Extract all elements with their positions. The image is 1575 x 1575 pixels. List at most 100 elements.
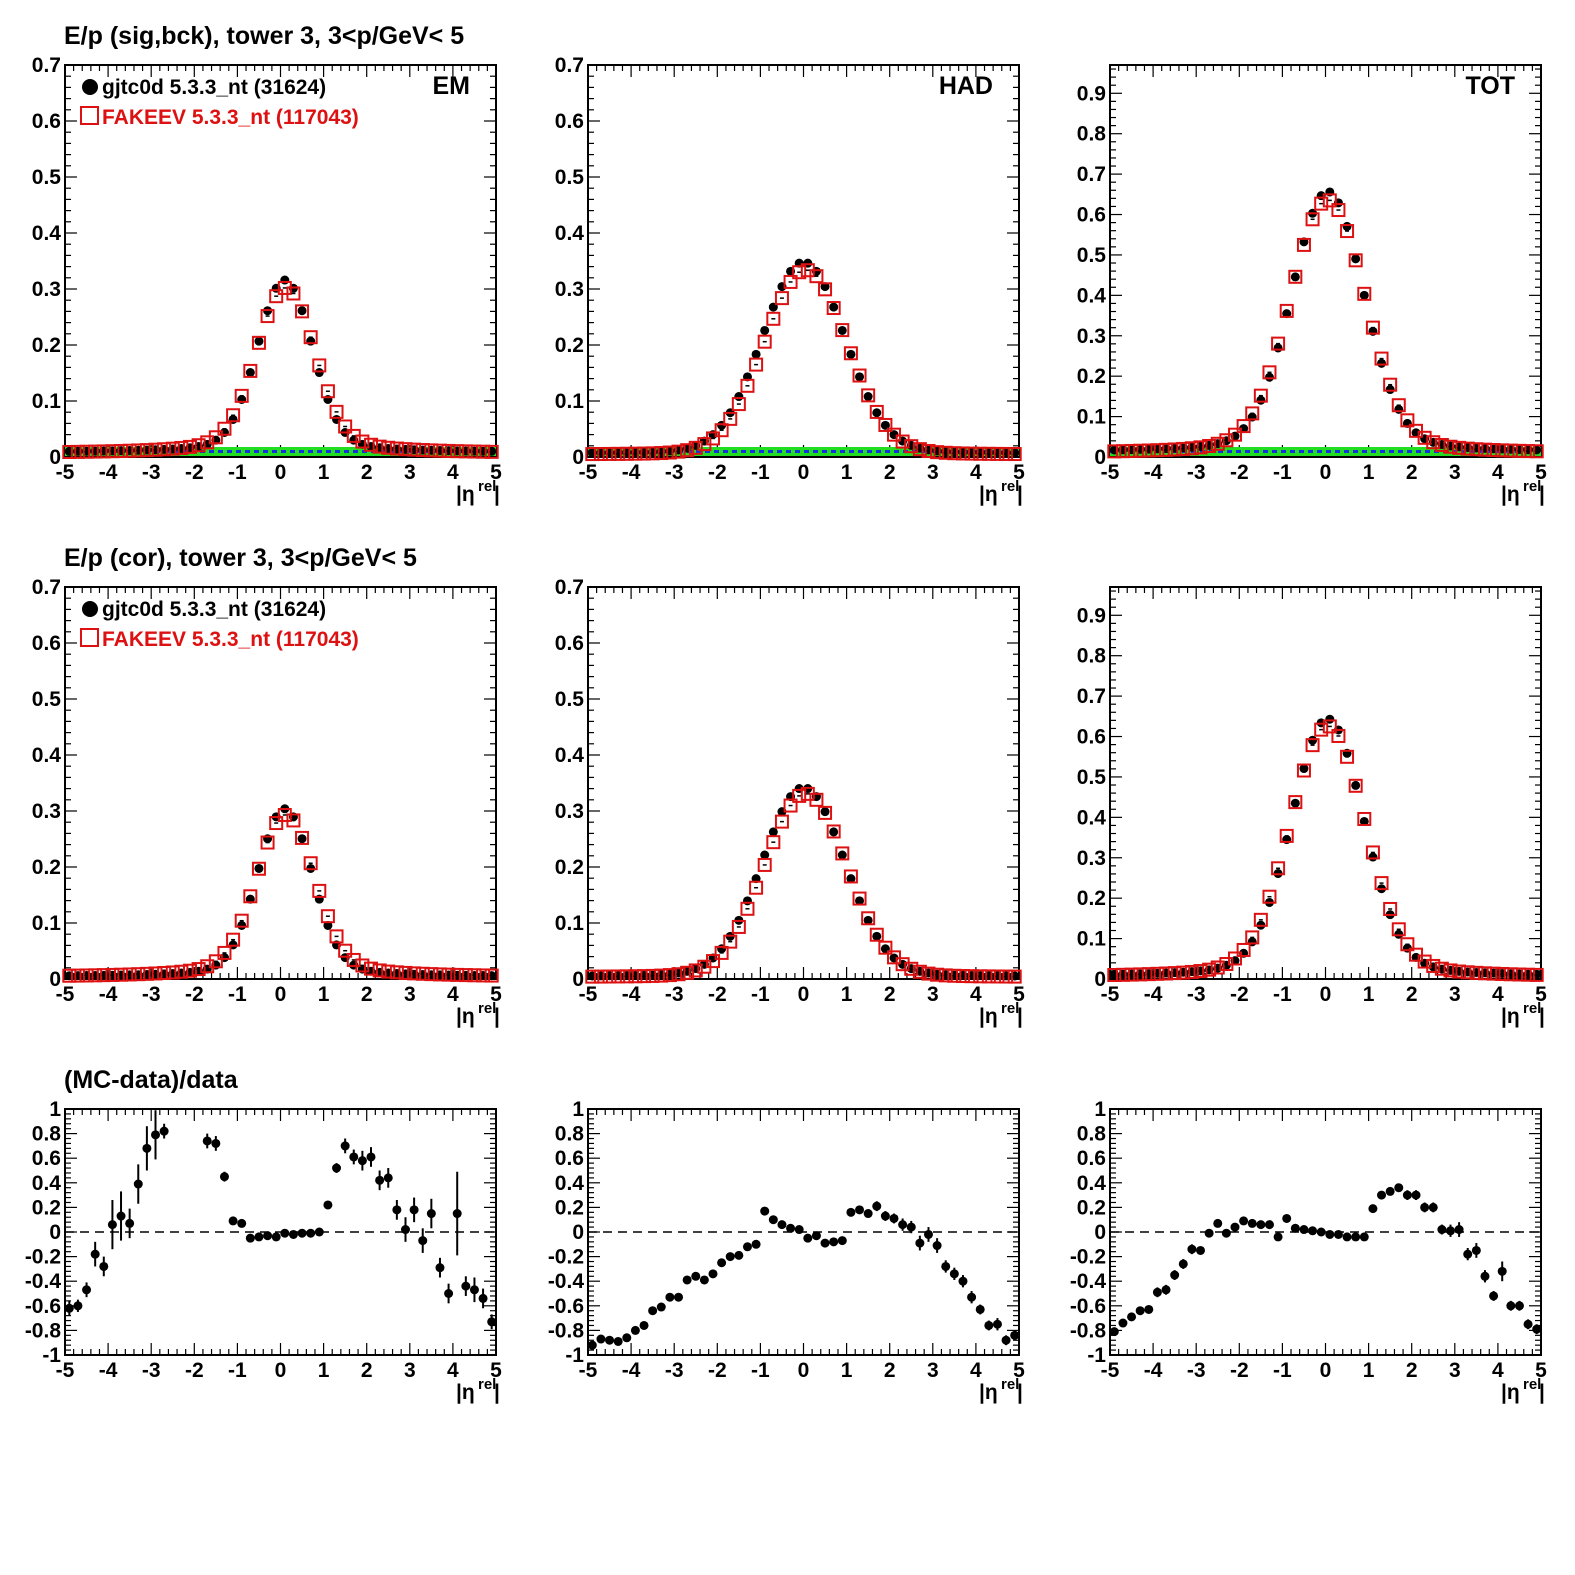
data-point xyxy=(803,1233,813,1243)
x-tick-label: 0 xyxy=(1320,461,1332,484)
mc-point xyxy=(835,323,850,338)
data-point xyxy=(90,1249,100,1259)
mc-point xyxy=(122,443,137,458)
mc-point xyxy=(774,814,789,829)
mc-point xyxy=(424,967,439,982)
mc-point xyxy=(432,967,447,982)
x-tick-label: 2 xyxy=(361,1359,373,1382)
panel-ratio-had: -5 -4 -3 -2 -1 0 1 2 3 4 5-1-0.8-0.6-0.4-0.200.20.… xyxy=(548,1098,1025,1404)
data-point xyxy=(1454,1225,1464,1235)
mc-point xyxy=(895,434,910,449)
data-point xyxy=(786,1223,796,1233)
data-point xyxy=(674,1292,684,1302)
data-point xyxy=(1532,1324,1542,1334)
data-point xyxy=(1187,1244,1197,1254)
mc-point xyxy=(467,968,482,983)
x-axis-label: |η xyxy=(456,1381,475,1404)
y-tick-label: -0.6 xyxy=(1070,1295,1106,1318)
y-tick-label: 0.3 xyxy=(555,278,584,301)
mc-point xyxy=(602,969,617,984)
x-axis-label-superscript: rel xyxy=(1523,1376,1541,1393)
data-point xyxy=(426,1209,436,1219)
x-tick-label: 4 xyxy=(970,1359,982,1382)
data-point xyxy=(435,1263,445,1273)
x-axis-label-superscript: rel xyxy=(478,478,496,495)
data-point xyxy=(202,1136,212,1146)
data-point xyxy=(357,1156,367,1166)
x-tick-label: 0 xyxy=(1320,983,1332,1006)
data-point xyxy=(1342,221,1352,231)
mc-point xyxy=(602,446,617,461)
x-tick-label: 0 xyxy=(798,983,810,1006)
mc-point xyxy=(938,445,953,460)
data-point xyxy=(245,368,255,378)
mc-point xyxy=(740,378,755,393)
y-tick-label: 0.4 xyxy=(555,744,585,767)
data-point xyxy=(992,1319,1002,1329)
mc-point xyxy=(1245,930,1260,945)
data-point xyxy=(332,1163,342,1173)
data-point xyxy=(297,834,307,844)
mc-point xyxy=(662,968,677,983)
data-point xyxy=(487,1317,497,1327)
mc-point xyxy=(593,447,608,462)
data-point xyxy=(306,336,316,346)
mc-point xyxy=(1322,719,1337,734)
plot-frame xyxy=(587,64,1020,458)
mc-point xyxy=(1383,377,1398,392)
mc-point xyxy=(381,964,396,979)
data-point xyxy=(1161,1285,1171,1295)
x-tick-label: -3 xyxy=(665,983,684,1006)
y-tick-label: 0.2 xyxy=(1077,887,1106,910)
mc-point xyxy=(1305,212,1320,227)
mc-point xyxy=(1469,442,1484,457)
mc-point xyxy=(148,442,163,457)
data-point xyxy=(1325,714,1335,724)
mc-point xyxy=(843,346,858,361)
mc-point xyxy=(131,443,146,458)
y-tick-label: 0 xyxy=(1094,446,1106,469)
mc-point xyxy=(1305,738,1320,753)
mc-point xyxy=(705,954,720,969)
mc-point xyxy=(904,439,919,454)
x-axis-label-bar: | xyxy=(494,483,500,506)
mc-point xyxy=(1486,443,1501,458)
mc-point xyxy=(1279,303,1294,318)
data-point xyxy=(151,1130,161,1140)
y-tick-label: 0.6 xyxy=(555,1147,584,1170)
data-point xyxy=(967,1292,977,1302)
x-axis-label-superscript: rel xyxy=(1001,478,1019,495)
data-point xyxy=(1463,1249,1473,1259)
data-point xyxy=(923,1229,933,1239)
data-point xyxy=(383,1173,393,1183)
data-point xyxy=(837,850,847,860)
data-point xyxy=(1178,1259,1188,1269)
mc-point xyxy=(1391,398,1406,413)
mc-point xyxy=(671,967,686,982)
mc-point xyxy=(645,968,660,983)
data-point xyxy=(237,920,247,930)
y-tick-label: 0.6 xyxy=(1077,726,1106,749)
mc-point xyxy=(364,437,379,452)
data-point xyxy=(1394,404,1404,414)
mc-point xyxy=(458,968,473,983)
x-tick-label: 5 xyxy=(1013,1359,1025,1382)
legend-mc-label: FAKEEV 5.3.3_nt (117043) xyxy=(102,628,359,651)
data-point xyxy=(1152,1287,1162,1297)
mc-point xyxy=(809,269,824,284)
mc-point xyxy=(1150,443,1165,458)
mc-point xyxy=(843,869,858,884)
x-tick-label: 4 xyxy=(447,983,459,1006)
x-tick-label: 4 xyxy=(970,983,982,1006)
data-point xyxy=(1342,1232,1352,1242)
data-point xyxy=(872,1201,882,1211)
mc-point xyxy=(1477,966,1492,981)
mc-point xyxy=(1159,966,1174,981)
data-point xyxy=(1368,1204,1378,1214)
panel-sigbck-em: -5 -4 -3 -2 -1 0 1 2 3 4 5 0 0.1 0.2 0.3 0.4 0.5 0.6 0.7 |η… xyxy=(32,54,502,506)
plot-frame xyxy=(587,586,1020,980)
x-tick-label: 1 xyxy=(318,1359,330,1382)
mc-point xyxy=(398,965,413,980)
data-point xyxy=(1351,254,1361,264)
